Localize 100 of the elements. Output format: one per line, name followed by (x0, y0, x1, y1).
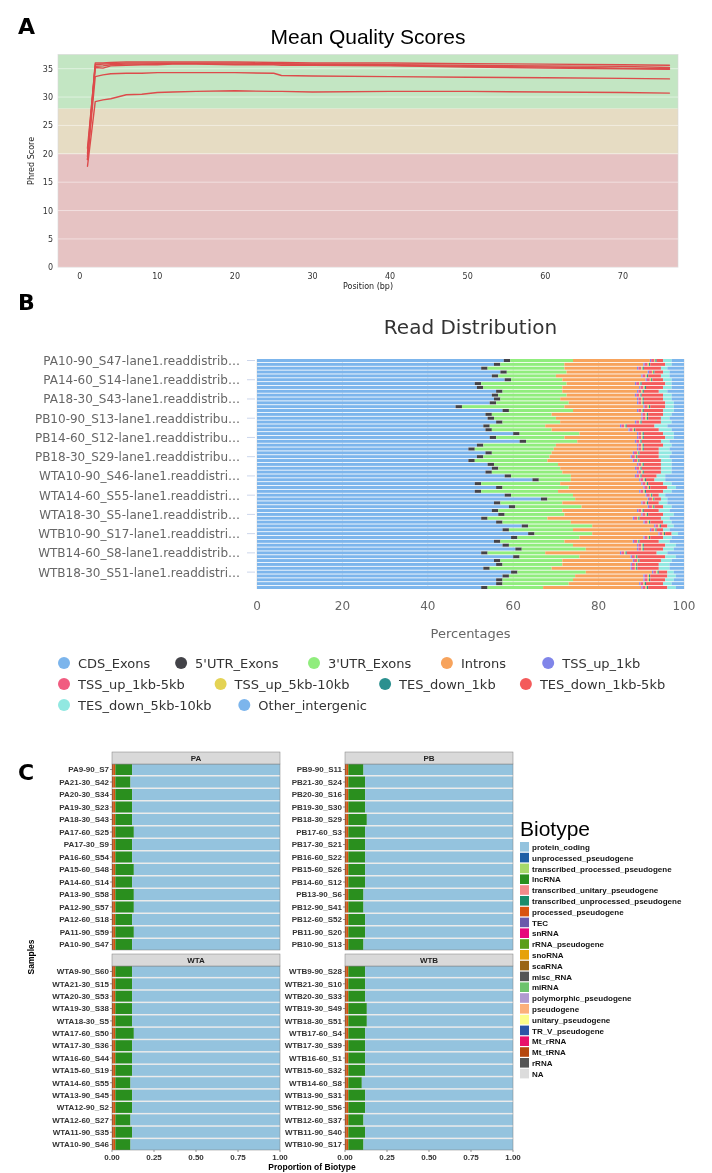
legend-label: TES_down_5kb-10kb (77, 698, 212, 713)
legend-label: pseudogene (532, 1005, 580, 1014)
y-tick-label: PB14-60_S12 (291, 877, 343, 887)
y-tick-label: WTB14-60_S8-lane1.readdistrib… (38, 546, 240, 561)
legend-label: lncRNA (532, 875, 562, 885)
x-tick-label: 0.75 (463, 1153, 480, 1162)
y-tick-label: PB15-60_S26 (291, 865, 343, 875)
y-tick-label: PA13-90_S58 (59, 890, 110, 900)
y-tick-label: 15 (42, 178, 53, 188)
y-tick-label: WTA17-30_S36 (52, 1041, 110, 1051)
legend-label: TSS_up_1kb-5kb (77, 677, 185, 692)
y-tick-label: WTB14-60_S8 (289, 1078, 343, 1088)
y-tick-label: PA18-30_S43 (59, 815, 110, 825)
legend-label: Introns (460, 656, 507, 671)
y-tick-label: PB18-30_S29 (291, 815, 343, 825)
x-tick-label: 50 (462, 272, 473, 282)
y-tick-label: PB10-90_S13 (291, 940, 343, 950)
y-tick-label: WTB10-90_S17-lane1.readdistri… (38, 527, 240, 542)
legend-label: TSS_up_1kb (561, 656, 641, 671)
legend-label: 5'UTR_Exons (195, 656, 279, 671)
x-tick-label: 10 (152, 272, 163, 282)
text: A (18, 14, 36, 39)
legend-label: CDS_Exons (78, 656, 151, 671)
y-tick-label: PA11-90_S59 (59, 927, 110, 937)
x-tick-label: 0.75 (230, 1153, 247, 1162)
legend-label: miRNA (532, 983, 559, 993)
x-tick-label: 60 (540, 272, 551, 282)
y-axis-title: Phred Score (27, 136, 36, 185)
legend-label: Other_intergenic (258, 698, 368, 713)
legend-label: scaRNA (532, 961, 563, 971)
y-tick-label: WTB20-30_S33 (284, 991, 343, 1001)
y-tick-label: WTB15-60_S32 (284, 1066, 343, 1076)
x-tick-label: 0 (253, 599, 261, 613)
x-tick-label: 0.50 (421, 1153, 438, 1162)
y-tick-label: PA19-30_S23 (59, 802, 110, 812)
y-tick-label: PA12-60_S18 (59, 915, 110, 925)
y-tick-label: WTA19-30_S38 (52, 1004, 110, 1014)
legend-label: TES_down_1kb (398, 677, 496, 692)
chart-title: WTB (419, 956, 439, 965)
legend-label: protein_coding (532, 843, 590, 852)
y-tick-label: PA9-90_S7 (68, 765, 110, 775)
y-tick-label: WTB10-90_S17 (284, 1140, 343, 1150)
y-tick-label: WTA20-30_S53 (52, 991, 110, 1001)
legend-label: 3'UTR_Exons (328, 656, 412, 671)
legend-label: processed_pseudogene (532, 907, 625, 917)
y-tick-label: 10 (42, 206, 53, 216)
chart-title: Mean Quality Scores (270, 25, 466, 48)
legend-label: TSS_up_5kb-10kb (233, 677, 350, 692)
y-tick-label: PA17-30_S9 (63, 840, 110, 850)
y-tick-label: PA14-60_S14-lane1.readdistrib… (43, 373, 240, 388)
x-tick-label: 0.00 (104, 1153, 121, 1162)
text: B (18, 290, 35, 315)
y-tick-label: WTB19-30_S49 (284, 1004, 343, 1014)
y-tick-label: PB20-30_S16 (291, 790, 343, 800)
legend-label: snRNA (532, 929, 559, 939)
chart-title: Read Distribution (383, 315, 558, 339)
y-tick-label: WTA13-90_S45 (52, 1090, 110, 1100)
y-tick-label: 25 (42, 121, 53, 131)
x-tick-label: 40 (420, 599, 436, 613)
legend-label: rRNA (532, 1059, 553, 1068)
y-tick-label: WTA12-60_S27 (52, 1115, 110, 1125)
x-tick-label: 0.00 (337, 1153, 354, 1162)
y-tick-label: WTA14-60_S55 (52, 1078, 110, 1088)
y-tick-label: PB10-90_S13-lane1.readdistribu… (34, 411, 240, 426)
chart-title: PB (423, 754, 435, 763)
y-tick-label: PB16-60_S22 (291, 852, 343, 862)
y-tick-label: PB18-30_S29-lane1.readdistribu… (34, 450, 240, 465)
legend-label: transcribed_unprocessed_pseudogene (532, 897, 682, 906)
y-tick-label: PA17-60_S25 (59, 827, 110, 837)
y-tick-label: WTA10-90_S46-lane1.readdistri… (39, 469, 240, 484)
y-tick-label: PA15-60_S48 (59, 865, 110, 875)
y-tick-label: PA18-30_S43-lane1.readdistrib… (43, 392, 240, 407)
y-tick-label: PB14-60_S12-lane1.readdistribu… (34, 430, 240, 445)
y-tick-label: PB11-90_S20 (292, 927, 343, 937)
y-tick-label: 5 (47, 234, 53, 244)
y-tick-label: WTA10-90_S46 (52, 1140, 110, 1150)
y-tick-label: WTB12-90_S56 (284, 1103, 343, 1113)
y-tick-label: WTB16-60_S1 (289, 1053, 343, 1063)
x-tick-label: 1.00 (272, 1153, 289, 1162)
y-tick-label: WTA17-60_S50 (52, 1029, 110, 1039)
x-tick-label: 40 (385, 272, 396, 282)
legend-label: polymorphic_pseudogene (532, 994, 633, 1004)
legend-label: TR_V_pseudogene (532, 1026, 605, 1036)
y-tick-label: WTB12-60_S37 (284, 1115, 343, 1125)
y-tick-label: PA10-90_S47 (59, 940, 110, 950)
y-tick-label: WTB9-90_S28 (289, 967, 343, 977)
legend-label: transcribed_unitary_pseudogene (532, 886, 659, 896)
y-tick-label: PA10-90_S47-lane1.readdistrib… (43, 354, 240, 368)
y-tick-label: WTA9-90_S60 (56, 967, 110, 977)
x-axis-title: Proportion of Biotype (268, 1162, 356, 1172)
y-tick-label: PB19-30_S30 (291, 802, 343, 812)
legend-label: Mt_tRNA (532, 1048, 566, 1058)
x-tick-label: 0.50 (188, 1153, 205, 1162)
y-tick-label: PB12-90_S41 (291, 902, 343, 912)
text: C (18, 760, 35, 785)
y-axis-title: Samples (26, 939, 36, 975)
y-tick-label: PA20-30_S34 (59, 790, 110, 800)
y-tick-label: PB13-90_S6 (296, 890, 343, 900)
legend-label: misc_RNA (532, 972, 573, 982)
y-tick-label: WTA12-90_S2 (56, 1103, 110, 1113)
